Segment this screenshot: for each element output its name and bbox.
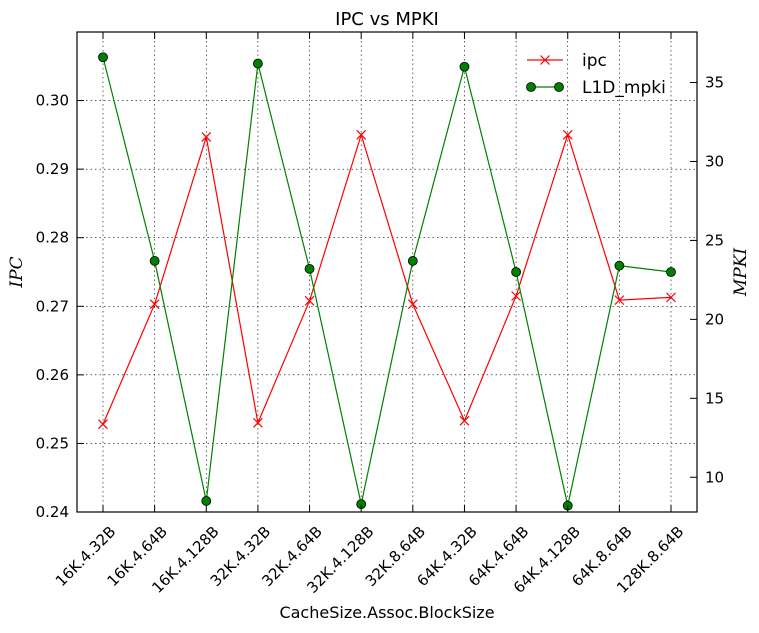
y-left-tick-label: 0.29 [36, 160, 69, 178]
series-mpki-point [614, 260, 625, 271]
grid [77, 32, 697, 513]
series-ipc-point [201, 131, 212, 142]
y-right-tick-label: 20 [705, 310, 724, 328]
series-ipc-point-stroke-b [149, 299, 160, 310]
series-ipc-point [614, 295, 625, 306]
series-ipc-point [511, 291, 522, 301]
series-ipc-point-stroke-b [407, 299, 418, 310]
y-right-tick-label: 25 [705, 231, 724, 249]
x-axis-label: CacheSize.Assoc.BlockSize [279, 603, 494, 622]
series-ipc-point [98, 419, 108, 430]
series-ipc-point [459, 415, 470, 426]
y-right-tick-label: 10 [705, 468, 724, 486]
series-ipc-point-stroke-b [201, 131, 212, 142]
series-ipc-point [356, 129, 367, 140]
y-left-tick-label: 0.27 [36, 297, 69, 315]
y-left-tick-label: 0.26 [36, 366, 69, 384]
series-mpki-point [253, 58, 263, 69]
series-ipc-point-stroke-b [666, 292, 676, 303]
series-mpki-point [201, 496, 212, 506]
series-ipc-point-stroke-b [356, 129, 367, 140]
y-left-tick-label: 0.28 [36, 229, 69, 247]
series-ipc-point-stroke-b [98, 419, 108, 430]
legend-mpki-dot-a [526, 82, 536, 92]
series-ipc-point [666, 292, 676, 303]
legend-mpki-marker [526, 82, 564, 92]
series-mpki-point [666, 267, 676, 277]
y-axis-label-right: MPKI [731, 248, 751, 298]
series-mpki-point [98, 52, 108, 63]
series-mpki-line [102, 57, 672, 506]
series-mpki-point [511, 267, 521, 277]
series-mpki-point [149, 256, 160, 266]
plot-frame [76, 31, 698, 513]
legend-mpki-dot-b [554, 82, 564, 92]
series-ipc-point-stroke-b [252, 417, 263, 428]
series-ipc-point-stroke-b [562, 129, 573, 140]
series-mpki-point [304, 263, 315, 274]
legend-ipc-label: ipc [582, 51, 607, 71]
y-axis-label-left: IPC [7, 256, 27, 288]
chart-title: IPC vs MPKI [335, 9, 439, 30]
series-ipc-point-stroke-b [614, 295, 625, 306]
legend-ipc-x [540, 55, 550, 65]
series-ipc-point [304, 295, 315, 306]
y-left-tick-label: 0.24 [36, 503, 69, 521]
y-right-tick-label: 35 [705, 74, 724, 92]
y-left-tick-label: 0.30 [36, 92, 69, 110]
y-right-tick-label: 15 [705, 389, 724, 407]
series-ipc-point-stroke-b [511, 291, 522, 301]
series-mpki-point [459, 61, 470, 72]
series-ipc-point-stroke-b [459, 415, 470, 426]
series-ipc-point [562, 129, 573, 140]
y-left-tick-label: 0.25 [36, 434, 69, 452]
y-right-tick-label: 30 [705, 152, 724, 170]
series-ipc-point-stroke-b [304, 295, 315, 306]
series-ipc-point [252, 417, 263, 428]
series-ipc-point [407, 299, 418, 310]
series-ipc-line [102, 132, 672, 425]
legend-ipc-marker [540, 55, 550, 65]
legend-mpki-label: L1D_mpki [582, 78, 666, 98]
legend: ipc L1D_mpki [526, 51, 666, 98]
legend-ipc-x-stroke-b [540, 55, 550, 65]
series-layer [98, 52, 676, 511]
series-mpki-point [407, 256, 418, 266]
series-ipc-point [149, 299, 160, 310]
